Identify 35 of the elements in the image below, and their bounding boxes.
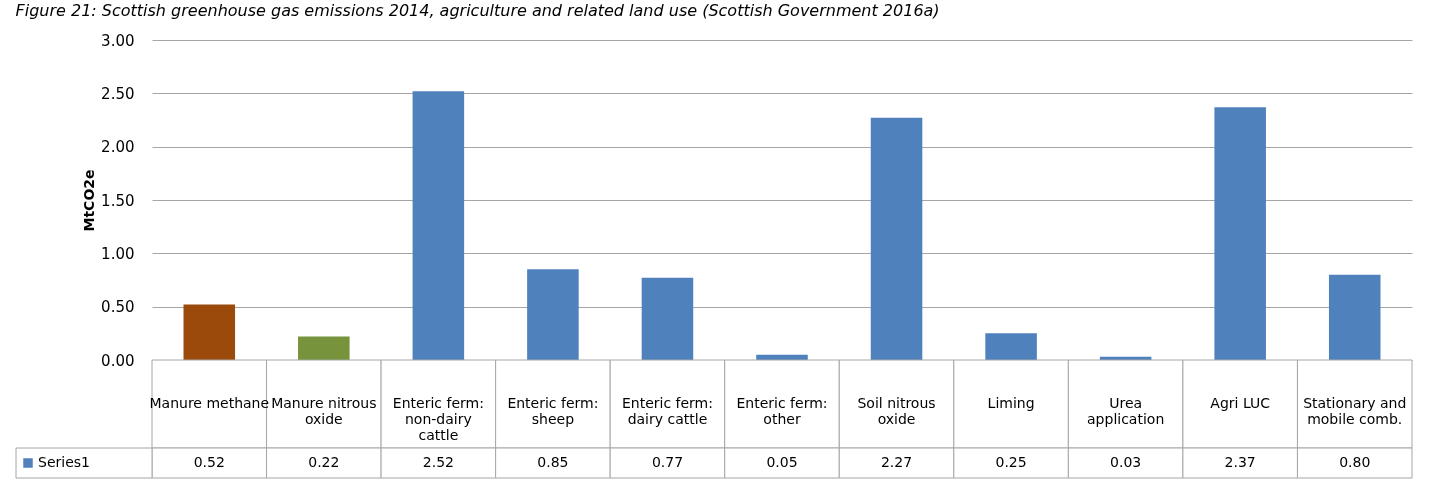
chart-title: Figure 21: Scottish greenhouse gas emissions 2014, agriculture and related land use (Scottish Government 2016a)	[15, 1, 940, 20]
bar	[985, 333, 1037, 360]
y-axis-title: MtCO2e	[81, 169, 98, 232]
x-tick-label: Enteric ferm: non-dairy cattle	[392, 395, 484, 443]
data-label: 2.52	[422, 454, 454, 470]
y-tick-label: 2.00	[101, 138, 135, 157]
x-tick-label: Enteric ferm: sheep	[507, 395, 599, 427]
x-tick-label: Enteric ferm: dairy cattle	[621, 395, 713, 427]
y-tick-label: 1.00	[101, 244, 135, 263]
x-tick-label: Liming	[987, 395, 1035, 411]
data-label: 0.03	[1110, 454, 1142, 470]
y-tick-label: 0.50	[101, 298, 135, 317]
data-label: 2.37	[1224, 454, 1256, 470]
data-label: 0.52	[193, 454, 225, 470]
data-label: 0.77	[651, 454, 684, 470]
x-tick-label: Urea application	[1087, 395, 1165, 427]
legend-label: Series1	[38, 454, 90, 470]
x-tick-label: Manure nitrous oxide	[271, 395, 377, 427]
x-tick-label: Soil nitrous oxide	[857, 395, 936, 427]
data-label: 0.05	[766, 454, 798, 470]
y-tick-label: 3.00	[101, 31, 135, 50]
y-tick-label: 1.50	[101, 191, 135, 210]
x-tick-label: Agri LUC	[1210, 395, 1271, 411]
data-label: 2.27	[880, 454, 913, 470]
data-label: 0.80	[1339, 454, 1371, 470]
data-label: 0.25	[995, 454, 1027, 470]
x-tick-label: Manure methane	[149, 395, 270, 411]
data-label: 0.85	[537, 454, 569, 470]
x-tick-label: Stationary and mobile comb.	[1303, 395, 1407, 427]
x-tick-label: Enteric ferm: other	[736, 395, 828, 427]
y-tick-label: 2.50	[101, 84, 135, 103]
data-label: 0.22	[308, 454, 340, 470]
bar	[183, 304, 236, 360]
bar	[298, 336, 350, 360]
y-tick-label: 0.00	[101, 351, 135, 370]
